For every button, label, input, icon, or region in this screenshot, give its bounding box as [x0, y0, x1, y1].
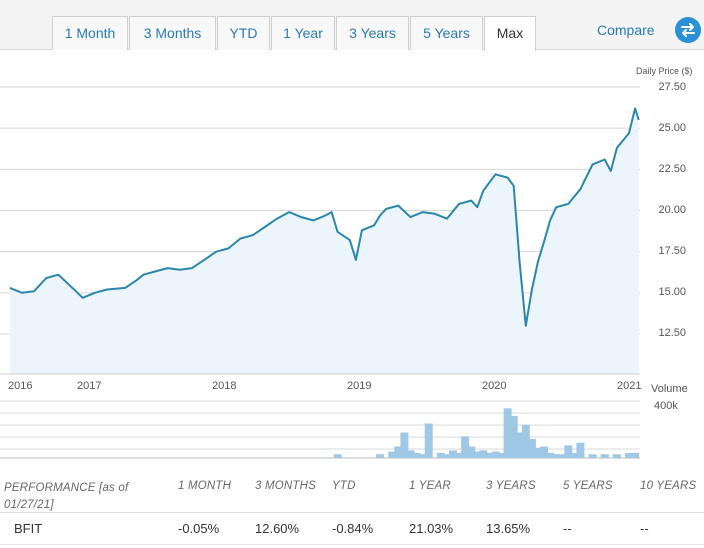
tab-5-years[interactable]: 5 Years — [410, 16, 483, 50]
tab-ytd[interactable]: YTD — [217, 16, 270, 50]
volume-axis-title: Volume — [651, 383, 688, 395]
volume-bar — [449, 450, 457, 458]
column-header-3-months: 3 MONTHS — [255, 480, 317, 492]
volume-bar — [479, 450, 488, 458]
year-tick-label: 2019 — [347, 380, 372, 392]
year-tick-label: 2016 — [8, 380, 33, 392]
price-tick-label: 27.50 — [658, 81, 686, 93]
perf-value-3-years: 13.65% — [486, 521, 531, 536]
volume-bar — [485, 452, 494, 458]
perf-value-1-month: -0.05% — [178, 521, 220, 536]
year-tick-label: 2021 — [617, 380, 642, 392]
volume-bar — [412, 452, 421, 458]
perf-value-3-months: 12.60% — [255, 521, 300, 536]
price-volume-chart — [0, 86, 640, 459]
price-axis-title: Daily Price ($) — [636, 66, 693, 76]
volume-bar — [406, 450, 415, 458]
tab-max[interactable]: Max — [484, 16, 536, 51]
compare-link[interactable]: Compare — [597, 22, 655, 38]
volume-bar — [570, 452, 579, 458]
volume-bar — [497, 452, 506, 458]
performance-caption: PERFORMANCE [as of 01/27/21] — [4, 482, 129, 511]
volume-bar — [534, 447, 542, 458]
volume-bar — [394, 446, 403, 458]
volume-bar — [388, 451, 397, 458]
volume-bar — [576, 442, 585, 458]
year-tick-label: 2017 — [77, 380, 102, 392]
price-line — [9, 107, 640, 327]
price-tick-label: 17.50 — [658, 245, 686, 257]
volume-bar — [424, 423, 433, 458]
perf-value-1-year: 21.03% — [409, 521, 454, 536]
column-header-5-years: 5 YEARS — [563, 480, 613, 492]
column-header-1-month: 1 MONTH — [178, 480, 232, 492]
ticker-cell: BFIT — [14, 521, 43, 536]
table-bottom-border — [0, 544, 704, 545]
volume-bar — [552, 454, 561, 458]
volume-bar — [455, 452, 463, 458]
volume-bar — [600, 454, 609, 458]
volume-bar — [588, 454, 597, 458]
volume-bar — [467, 446, 476, 458]
column-header-1-year: 1 YEAR — [409, 480, 451, 492]
perf-value-ytd: -0.84% — [332, 521, 374, 536]
volume-bar — [333, 454, 342, 458]
volume-bar — [521, 424, 530, 458]
volume-bar — [436, 452, 445, 458]
price-tick-label: 15.00 — [658, 286, 686, 298]
volume-bar — [631, 452, 640, 458]
price-tick-label: 22.50 — [658, 163, 686, 175]
volume-bar — [442, 454, 451, 458]
volume-bar — [376, 454, 385, 458]
volume-bar — [540, 446, 548, 458]
year-tick-label: 2020 — [482, 380, 507, 392]
volume-tick-label: 400k — [654, 400, 678, 412]
volume-bar — [491, 451, 500, 458]
perf-value-5-years: -- — [563, 521, 572, 536]
volume-bar — [564, 445, 573, 459]
volume-bar — [612, 454, 621, 458]
timeframe-tabbar: 1 Month 3 Months YTD 1 Year 3 Years 5 Ye… — [0, 0, 704, 51]
volume-bar — [461, 436, 470, 458]
column-header-3-years: 3 YEARS — [486, 480, 536, 492]
price-tick-label: 25.00 — [658, 122, 686, 134]
year-tick-label: 2018 — [212, 380, 237, 392]
perf-value-10-years: -- — [640, 521, 649, 536]
table-divider — [0, 512, 704, 513]
volume-bar — [400, 432, 409, 458]
volume-bar — [503, 408, 512, 458]
volume-bar — [418, 454, 427, 458]
column-header-10-years: 10 YEARS — [640, 480, 697, 492]
volume-bars — [333, 408, 640, 459]
tab-3-months[interactable]: 3 Months — [129, 16, 216, 50]
swap-arrows-icon[interactable] — [675, 17, 701, 43]
volume-bar — [515, 432, 524, 458]
volume-bar — [527, 438, 536, 458]
tab-1-month[interactable]: 1 Month — [52, 16, 128, 50]
tab-3-years[interactable]: 3 Years — [336, 16, 409, 50]
volume-bar — [473, 451, 482, 458]
tab-1-year[interactable]: 1 Year — [271, 16, 335, 50]
volume-bar — [625, 452, 633, 458]
price-tick-label: 12.50 — [658, 327, 686, 339]
price-tick-label: 20.00 — [658, 204, 686, 216]
performance-table: PERFORMANCE [as of 01/27/21] 1 MONTH 3 M… — [0, 466, 704, 548]
volume-bar — [509, 415, 518, 458]
price-area-fill — [9, 108, 639, 375]
column-header-ytd: YTD — [332, 480, 356, 492]
volume-bar — [546, 452, 555, 458]
volume-bar — [558, 454, 567, 458]
